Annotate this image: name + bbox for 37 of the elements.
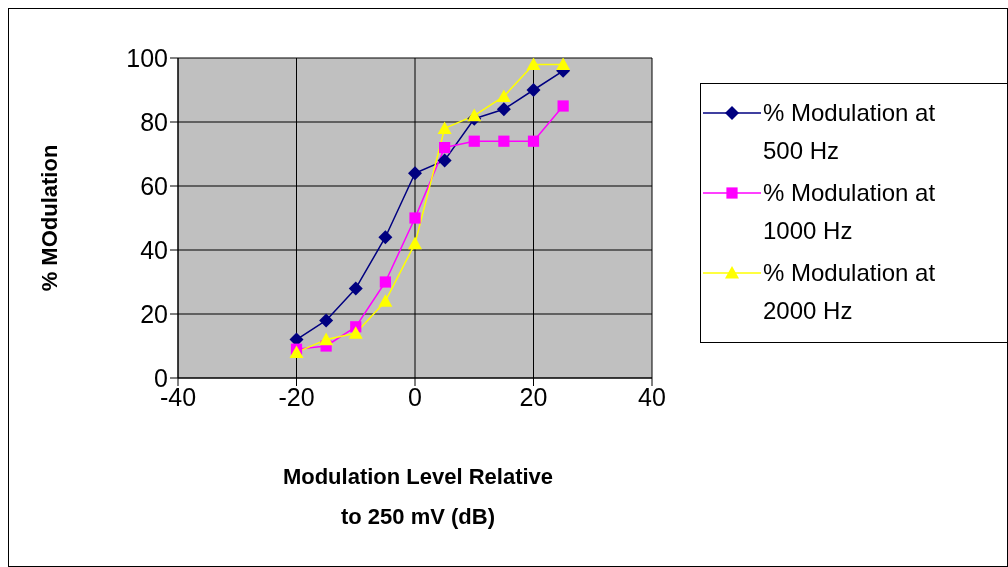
point	[556, 58, 571, 70]
point	[409, 212, 421, 224]
y-tick-label: 60	[140, 171, 168, 200]
y-axis-title: % MOdulation	[36, 144, 62, 292]
legend-label: % Modulation at 1000 Hz	[763, 178, 937, 246]
y-tick-label: 40	[140, 235, 168, 264]
point	[496, 102, 511, 117]
point	[378, 230, 393, 245]
y-tick-label: 80	[140, 107, 168, 136]
legend-label: % Modulation at 500 Hz	[763, 98, 937, 166]
point	[319, 313, 334, 328]
point	[527, 135, 540, 147]
point	[348, 281, 363, 296]
point	[348, 326, 363, 339]
point	[526, 83, 541, 97]
x-tick-label: 40	[638, 382, 666, 411]
point	[557, 100, 569, 112]
point	[498, 135, 510, 147]
x-tick-label: -20	[278, 382, 315, 411]
point	[319, 332, 334, 346]
point	[378, 294, 393, 307]
x-tick-label: 20	[519, 382, 548, 411]
point	[408, 166, 422, 181]
point	[437, 121, 452, 134]
point	[379, 276, 391, 288]
point	[468, 135, 480, 147]
point	[408, 236, 422, 250]
point	[437, 153, 452, 168]
legend-label: % Modulation at 2000 Hz	[763, 258, 937, 326]
point	[467, 108, 482, 122]
x-tick-label: 0	[408, 382, 422, 411]
point	[439, 142, 451, 154]
y-tick-label: 100	[126, 43, 168, 72]
point	[496, 89, 511, 102]
y-tick-label: 20	[140, 299, 168, 328]
point	[526, 58, 541, 70]
x-axis-title: Modulation Level Relative to 250 mV (dB)	[281, 463, 555, 531]
